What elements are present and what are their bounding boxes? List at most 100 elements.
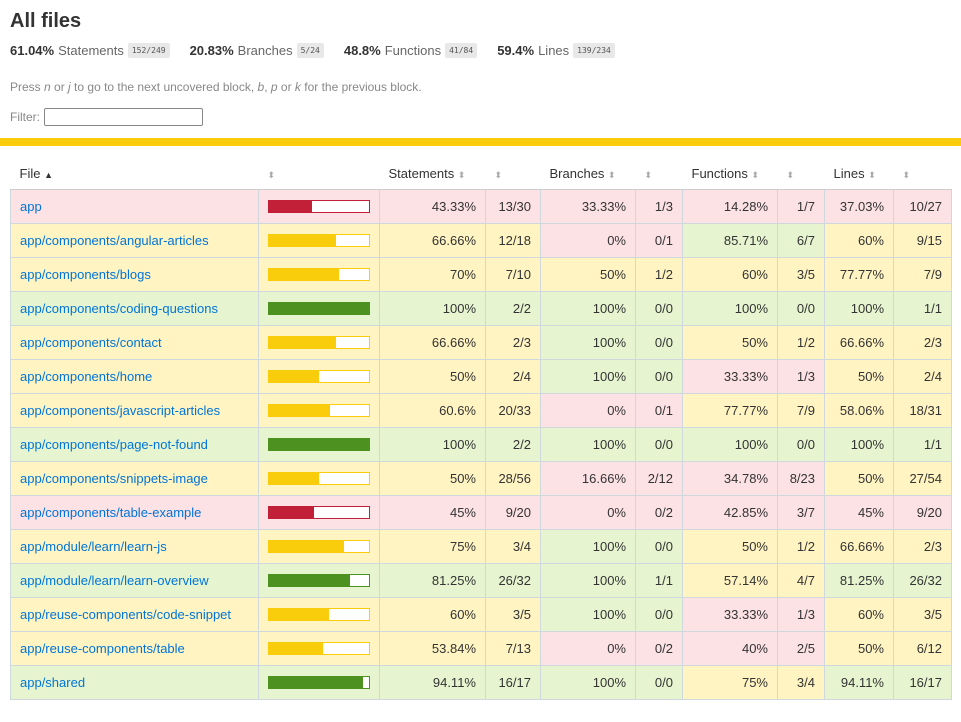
table-row: app/components/contact 66.66% 2/3 100% 0/0 50… bbox=[10, 325, 952, 360]
filter-input[interactable] bbox=[44, 108, 203, 126]
file-link[interactable]: app/components/javascript-articles bbox=[20, 403, 221, 418]
file-link[interactable]: app/components/coding-questions bbox=[20, 301, 219, 316]
lines-pct: 58.06% bbox=[824, 393, 894, 428]
file-link[interactable]: app/module/learn/learn-js bbox=[20, 539, 167, 554]
column-header-functions-fraction[interactable]: ⬍ bbox=[777, 157, 825, 190]
table-row: app/components/angular-articles 66.66% 12/… bbox=[10, 223, 952, 258]
summary-label: Lines bbox=[538, 42, 570, 58]
lines-fraction: 18/31 bbox=[893, 393, 952, 428]
branches-fraction: 0/0 bbox=[635, 291, 683, 326]
branches-fraction: 0/2 bbox=[635, 631, 683, 666]
file-link[interactable]: app/shared bbox=[20, 675, 86, 690]
branches-pct: 100% bbox=[540, 359, 636, 394]
sort-icon: ⬍ bbox=[644, 169, 653, 180]
file-link[interactable]: app/components/blogs bbox=[20, 267, 151, 282]
functions-fraction: 1/2 bbox=[777, 529, 825, 564]
file-cell: app/reuse-components/table bbox=[10, 631, 259, 666]
lines-fraction: 2/3 bbox=[893, 529, 952, 564]
summary-lines: 59.4% Lines 139/234 bbox=[497, 42, 615, 58]
column-header-statements[interactable]: Statements ⬍ bbox=[379, 157, 486, 190]
functions-fraction: 3/5 bbox=[777, 257, 825, 292]
column-label: Functions bbox=[691, 165, 748, 181]
coverage-bar-fill bbox=[269, 677, 364, 688]
functions-fraction: 8/23 bbox=[777, 461, 825, 496]
branches-pct: 16.66% bbox=[540, 461, 636, 496]
coverage-bar-cell bbox=[258, 427, 380, 462]
column-label: Lines bbox=[833, 165, 865, 181]
lines-fraction: 7/9 bbox=[893, 257, 952, 292]
functions-fraction: 0/0 bbox=[777, 291, 825, 326]
help-key: p bbox=[270, 80, 278, 94]
file-link[interactable]: app/components/snippets-image bbox=[20, 471, 208, 486]
column-header-branches[interactable]: Branches ⬍ bbox=[540, 157, 636, 190]
column-header-functions[interactable]: Functions ⬍ bbox=[682, 157, 778, 190]
column-label: Branches bbox=[549, 165, 605, 181]
column-header-lines[interactable]: Lines ⬍ bbox=[824, 157, 894, 190]
coverage-bar-cell bbox=[258, 461, 380, 496]
file-link[interactable]: app/module/learn/learn-overview bbox=[20, 573, 209, 588]
functions-pct: 40% bbox=[682, 631, 778, 666]
sort-icon: ⬍ bbox=[608, 169, 616, 180]
summary-pct: 61.04% bbox=[10, 42, 55, 58]
column-label: File bbox=[19, 165, 41, 181]
table-row: app/module/learn/learn-js 75% 3/4 100% 0/0 50… bbox=[10, 529, 952, 564]
column-header-lines-fraction[interactable]: ⬍ bbox=[893, 157, 952, 190]
lines-pct: 94.11% bbox=[824, 665, 894, 700]
coverage-bar bbox=[268, 642, 370, 655]
coverage-bar bbox=[268, 302, 370, 315]
lines-pct: 100% bbox=[824, 427, 894, 462]
coverage-bar-cell bbox=[258, 325, 380, 360]
file-link[interactable]: app/components/page-not-found bbox=[20, 437, 208, 452]
branches-pct: 100% bbox=[540, 427, 636, 462]
file-link[interactable]: app bbox=[20, 199, 42, 214]
branches-fraction: 1/3 bbox=[635, 189, 683, 224]
file-link[interactable]: app/components/angular-articles bbox=[20, 233, 209, 248]
functions-pct: 100% bbox=[682, 427, 778, 462]
coverage-bar-fill bbox=[269, 269, 339, 280]
help-key: k bbox=[294, 80, 301, 94]
coverage-bar bbox=[268, 404, 370, 417]
help-key: j bbox=[68, 80, 71, 94]
functions-pct: 42.85% bbox=[682, 495, 778, 530]
functions-fraction: 2/5 bbox=[777, 631, 825, 666]
statements-fraction: 16/17 bbox=[485, 665, 541, 700]
coverage-bar-cell bbox=[258, 631, 380, 666]
lines-fraction: 3/5 bbox=[893, 597, 952, 632]
file-link[interactable]: app/reuse-components/code-snippet bbox=[20, 607, 232, 622]
functions-pct: 77.77% bbox=[682, 393, 778, 428]
coverage-summary: 61.04% Statements 152/249 20.83% Branche… bbox=[10, 40, 635, 60]
lines-fraction: 27/54 bbox=[893, 461, 952, 496]
file-link[interactable]: app/components/contact bbox=[20, 335, 162, 350]
summary-pct: 59.4% bbox=[497, 42, 535, 58]
functions-fraction: 3/7 bbox=[777, 495, 825, 530]
branches-fraction: 0/2 bbox=[635, 495, 683, 530]
table-row: app/components/table-example 45% 9/20 0% 0/2… bbox=[10, 495, 952, 530]
coverage-bar-fill bbox=[269, 303, 369, 314]
lines-pct: 37.03% bbox=[824, 189, 894, 224]
column-header-file[interactable]: File ▲ bbox=[10, 157, 259, 190]
summary-label: Functions bbox=[384, 42, 442, 58]
coverage-bar-cell bbox=[258, 223, 380, 258]
branches-pct: 0% bbox=[540, 223, 636, 258]
keyboard-help-text: Press n or j to go to the next uncovered… bbox=[10, 80, 422, 94]
summary-label: Branches bbox=[237, 42, 293, 58]
column-header-statements-fraction[interactable]: ⬍ bbox=[485, 157, 541, 190]
branches-fraction: 0/1 bbox=[635, 223, 683, 258]
column-header-bar[interactable]: ⬍ bbox=[258, 157, 380, 190]
file-link[interactable]: app/components/table-example bbox=[20, 505, 202, 520]
coverage-bar-fill bbox=[269, 337, 336, 348]
functions-fraction: 0/0 bbox=[777, 427, 825, 462]
branches-fraction: 1/1 bbox=[635, 563, 683, 598]
file-link[interactable]: app/components/home bbox=[20, 369, 153, 384]
help-text: or bbox=[50, 80, 69, 94]
statements-fraction: 3/5 bbox=[485, 597, 541, 632]
lines-fraction: 1/1 bbox=[893, 427, 952, 462]
file-cell: app/components/angular-articles bbox=[10, 223, 259, 258]
coverage-table: File ▲ ⬍ Statements ⬍ ⬍ Branches ⬍ ⬍ Fun… bbox=[10, 157, 952, 700]
coverage-bar bbox=[268, 472, 370, 485]
column-header-branches-fraction[interactable]: ⬍ bbox=[635, 157, 683, 190]
table-row: app/module/learn/learn-overview 81.25% 26/… bbox=[10, 563, 952, 598]
summary-fraction: 5/24 bbox=[296, 42, 324, 58]
table-row: app 43.33% 13/30 33.33% 1/3 14.28% 1/7 37.03% 10… bbox=[10, 189, 952, 224]
file-link[interactable]: app/reuse-components/table bbox=[20, 641, 185, 656]
